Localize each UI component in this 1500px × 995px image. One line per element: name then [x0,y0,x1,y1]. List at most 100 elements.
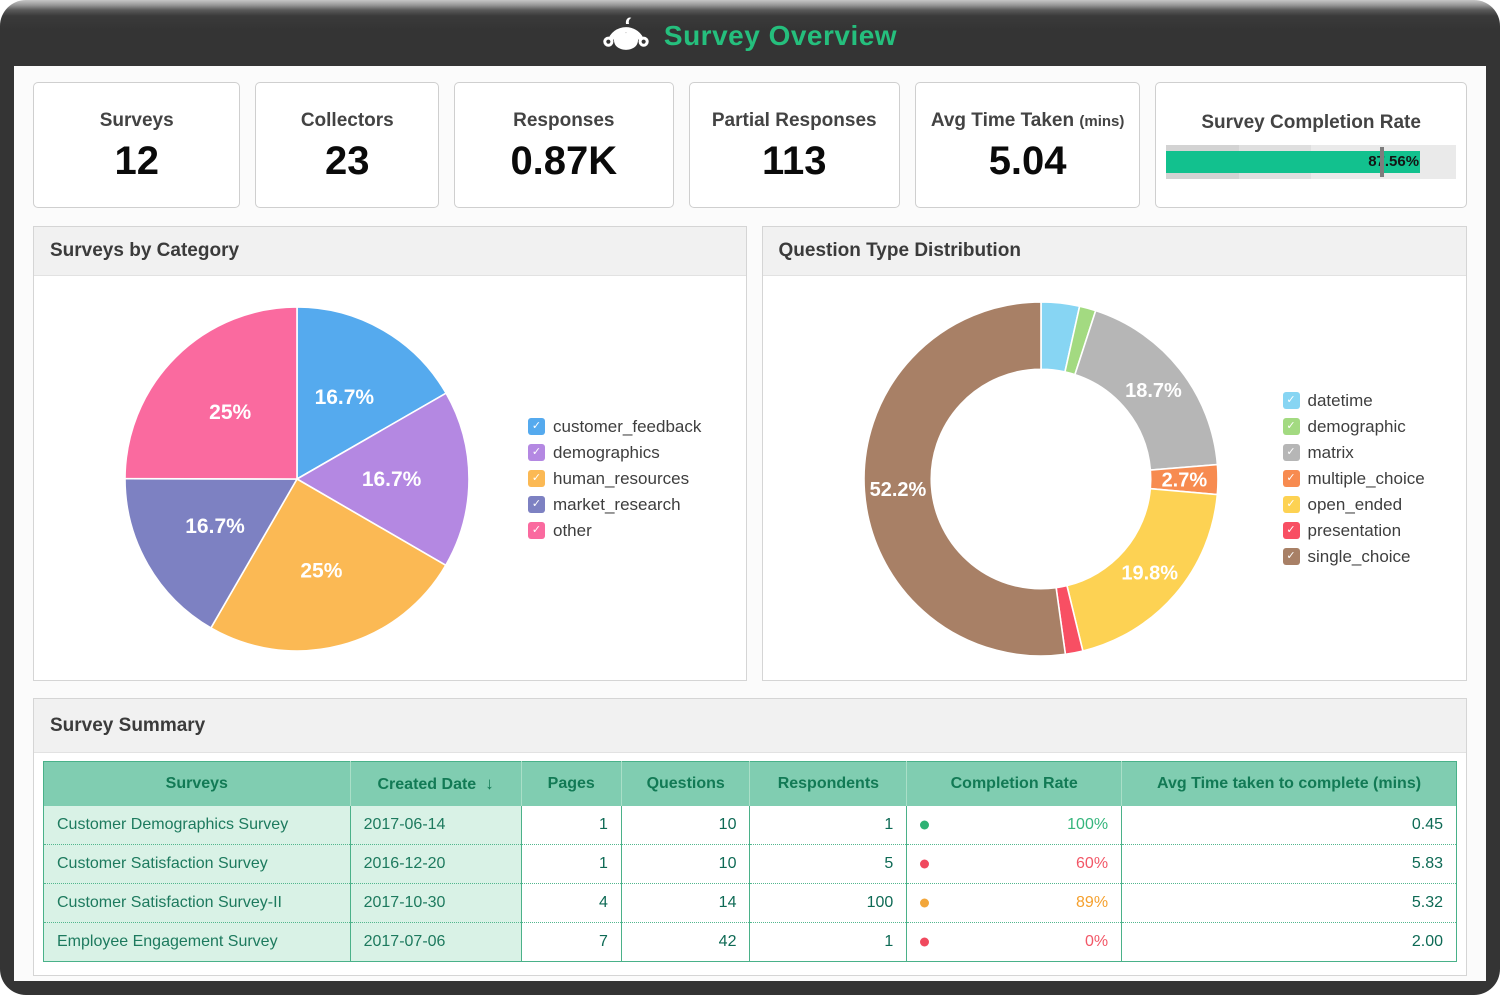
legend-item-customer_feedback[interactable]: ✓ customer_feedback [528,417,701,437]
surveys-by-category-pie-chart[interactable]: 16.7% 16.7% 25% 16.7% 25% [122,304,472,654]
kpi-label: Avg Time Taken (mins) [930,109,1125,131]
avg-time-cell: 5.83 [1121,844,1457,884]
created-date-cell: 2017-06-14 [350,806,522,845]
kpi-label: Surveys [99,109,174,131]
panel-title: Survey Summary [34,699,1466,753]
pie-slice-demographics[interactable] [295,391,470,566]
kpi-value: 113 [761,138,827,183]
column-header-avg-time-taken-to-complete-mins[interactable]: Avg Time taken to complete (mins) [1121,761,1457,806]
legend-label: single_choice [1307,546,1411,566]
status-dot-icon [920,820,930,830]
questions-cell: 14 [621,883,751,923]
completion-rate-cell: 89% [906,883,1123,923]
legend-item-demographic[interactable]: ✓ demographic [1282,416,1425,437]
slice-label: 52.2% [869,478,926,500]
legend-label: presentation [1307,520,1402,540]
completion-rate-cell: 100% [906,806,1123,845]
kpi-value: 5.04 [988,138,1067,183]
column-header-surveys[interactable]: Surveys [43,761,351,806]
legend-checkbox-icon[interactable]: ✓ [528,418,545,435]
surveys-by-category-panel: Surveys by Category 16.7% 16.7% 25% 16.7% 25… [33,226,747,681]
kpi-label: Responses [513,109,615,131]
legend-item-matrix[interactable]: ✓ matrix [1282,442,1425,463]
avg-time-cell: 2.00 [1121,922,1457,962]
slice-label: 16.7% [185,515,245,538]
kpi-value: 0.87K [510,138,618,183]
column-header-completion-rate[interactable]: Completion Rate [906,761,1123,806]
legend-checkbox-icon[interactable]: ✓ [1282,548,1300,565]
legend-checkbox-icon[interactable]: ✓ [528,496,545,513]
legend-label: matrix [1307,442,1354,462]
pie-slice-market_research[interactable] [124,477,299,629]
legend-checkbox-icon[interactable]: ✓ [528,470,545,487]
pie-slice-customer_feedback[interactable] [296,305,448,480]
question-type-legend: ✓ datetime ✓ demographic ✓ matrix ✓ multiple_ch… [1282,388,1425,570]
table-row[interactable]: Customer Satisfaction Survey-II 2017-10-3… [43,883,1457,923]
charts-row: Surveys by Category 16.7% 16.7% 25% 16.7% 25… [33,226,1467,681]
pie-slice-other[interactable] [124,305,298,480]
panel-title: Surveys by Category [34,227,746,276]
column-header-respondents[interactable]: Respondents [749,761,908,806]
legend-checkbox-icon[interactable]: ✓ [1282,470,1300,487]
survey-name-cell: Employee Engagement Survey [43,922,351,962]
slice-label: 25% [209,401,251,424]
pie-slice-human_resources[interactable] [209,477,447,652]
legend-item-human_resources[interactable]: ✓ human_resources [528,469,701,489]
respondents-cell: 100 [749,883,908,923]
kpi-card-surveys: Surveys 12 [33,82,241,208]
question-type-donut-chart[interactable]: 18.7% 2.7% 19.8% 52.2% [861,299,1221,659]
column-header-pages[interactable]: Pages [521,761,622,806]
legend-item-presentation[interactable]: ✓ presentation [1282,520,1425,541]
pages-cell: 1 [521,806,622,845]
table-row[interactable]: Customer Demographics Survey 2017-06-14 1 1… [43,806,1457,845]
column-header-created-date[interactable]: Created Date ↓ [350,761,522,806]
bullet-target-marker [1380,146,1385,177]
table-row[interactable]: Employee Engagement Survey 2017-07-06 7 42 1… [43,922,1457,962]
avg-time-cell: 0.45 [1121,806,1457,845]
legend-label: human_resources [553,468,690,488]
page-title: Survey Overview [663,20,898,51]
legend-item-single_choice[interactable]: ✓ single_choice [1282,546,1425,567]
legend-item-open_ended[interactable]: ✓ open_ended [1282,495,1425,515]
status-dot-icon [920,898,930,908]
legend-item-multiple_choice[interactable]: ✓ multiple_choice [1282,469,1425,489]
completion-pct: 100% [1067,816,1109,833]
legend-checkbox-icon[interactable]: ✓ [528,522,545,539]
legend-item-demographics[interactable]: ✓ demographics [528,443,701,463]
legend-item-other[interactable]: ✓ other [528,521,701,541]
legend-checkbox-icon[interactable]: ✓ [528,444,545,461]
legend-item-datetime[interactable]: ✓ datetime [1282,391,1425,411]
slice-label: 16.7% [362,468,422,491]
sort-desc-icon[interactable]: ↓ [485,774,494,793]
kpi-value: 23 [325,138,370,183]
question-type-distribution-panel: Question Type Distribution 18.7% 2.7% 19.8… [761,226,1467,681]
surveymonkey-monkey-icon [603,15,649,58]
pie-slice-single_choice[interactable] [862,300,1066,657]
kpi-card-collectors: Collectors 23 [255,82,440,208]
kpi-label: Collectors [300,109,394,131]
questions-cell: 10 [621,806,751,845]
legend-checkbox-icon[interactable]: ✓ [1282,418,1300,435]
legend-checkbox-icon[interactable]: ✓ [1282,392,1300,409]
completion-rate-cell: 0% [906,922,1123,962]
legend-checkbox-icon[interactable]: ✓ [1282,496,1300,513]
kpi-label: Survey Completion Rate [1201,111,1421,133]
questions-cell: 10 [621,844,751,884]
legend-checkbox-icon[interactable]: ✓ [1282,444,1300,461]
legend-label: market_research [553,494,681,514]
created-date-cell: 2016-12-20 [350,844,522,884]
kpi-card-completion-rate: Survey Completion Rate 87.56% [1155,82,1467,208]
created-date-cell: 2017-07-06 [350,922,522,962]
kpi-card-partial-responses: Partial Responses 113 [688,82,900,208]
slice-label: 16.7% [315,386,375,409]
legend-label: demographics [553,442,660,462]
legend-checkbox-icon[interactable]: ✓ [1282,522,1300,539]
table-row[interactable]: Customer Satisfaction Survey 2016-12-20 1 1… [43,844,1457,884]
legend-item-market_research[interactable]: ✓ market_research [528,495,701,515]
legend-label: other [553,520,592,540]
completion-pct: 89% [1076,894,1109,911]
column-header-questions[interactable]: Questions [621,761,751,806]
legend-label: demographic [1307,416,1406,436]
survey-summary-panel: Survey Summary Surveys Created Date ↓ Pages… [33,698,1467,976]
